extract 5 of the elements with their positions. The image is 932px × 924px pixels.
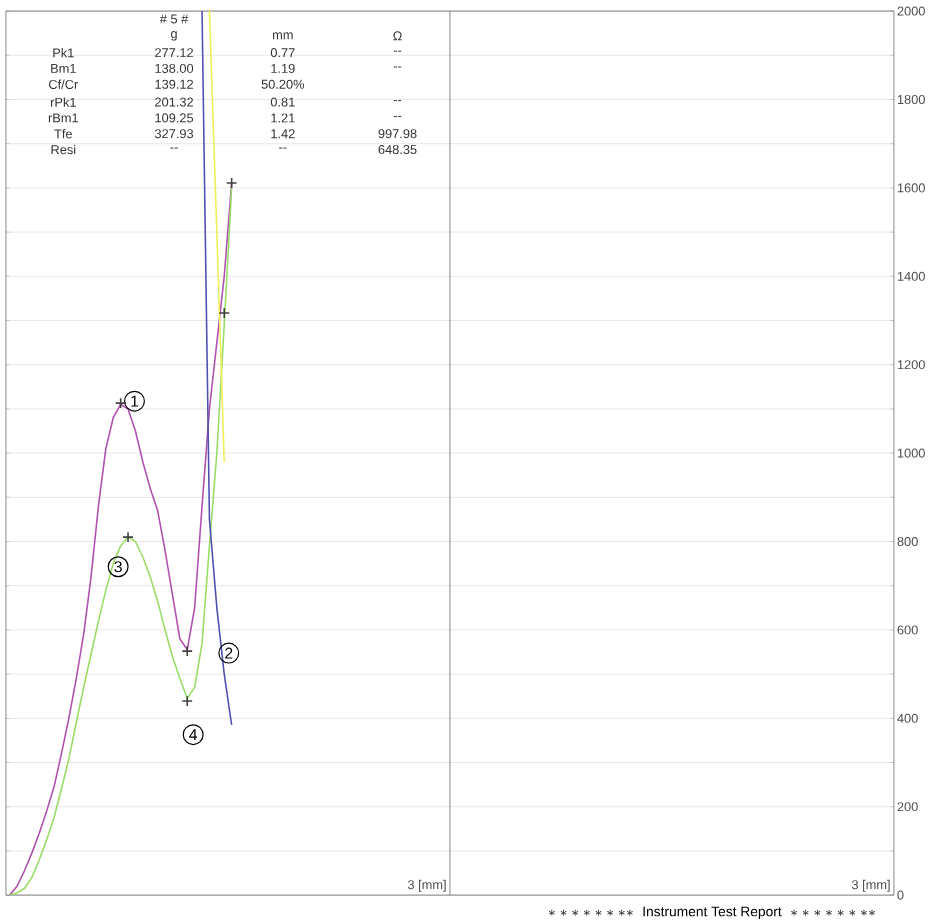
point [181, 645, 193, 657]
point [114, 397, 127, 409]
text: $********$ [549, 909, 633, 916]
text: $********$ [791, 909, 875, 916]
line-series [201, 10, 233, 726]
